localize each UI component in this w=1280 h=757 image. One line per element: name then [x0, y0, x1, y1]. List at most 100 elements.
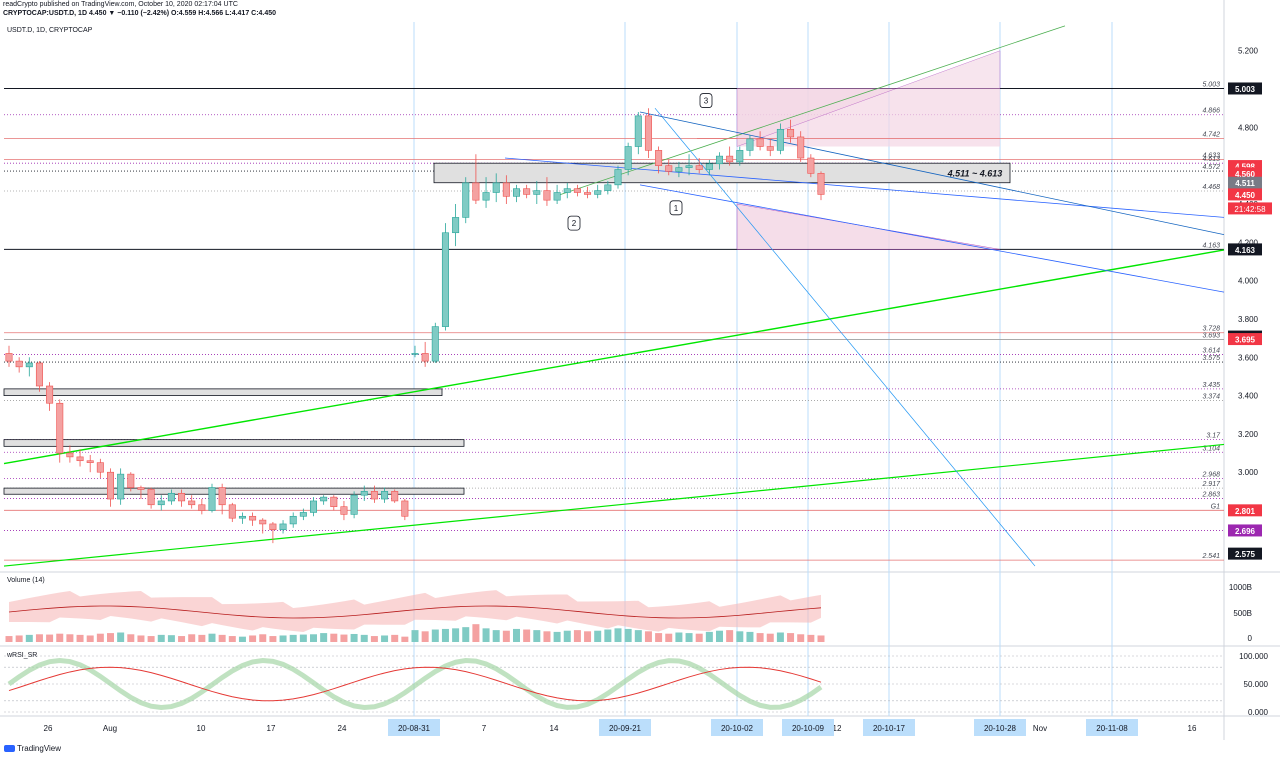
candle-body — [299, 512, 307, 517]
level-label: 4.572 — [1202, 164, 1220, 171]
candle-body — [736, 150, 744, 163]
level-label: 4.866 — [1202, 108, 1220, 115]
price-badge — [1228, 547, 1262, 560]
level-label: 3.104 — [1202, 445, 1220, 452]
y-tick-label: 4.000 — [1238, 277, 1259, 286]
candle-body — [46, 385, 54, 404]
y-tick-label: 3.600 — [1238, 353, 1259, 362]
volume-bar — [228, 636, 236, 642]
volume-bar — [736, 631, 744, 642]
volume-bar — [563, 630, 571, 642]
level-label: 4.468 — [1202, 184, 1220, 191]
volume-tick-label: 1000B — [1229, 583, 1252, 592]
y-tick-label: 4.200 — [1238, 238, 1259, 247]
volume-bar — [46, 634, 54, 642]
trend-line — [639, 184, 1225, 293]
x-tick-label: 17 — [267, 724, 276, 733]
candle-body — [401, 500, 409, 517]
y-tick-label: 3.000 — [1238, 468, 1259, 477]
volume-bar — [594, 630, 602, 642]
x-tick-label: 7 — [482, 724, 487, 733]
date-highlight — [1086, 719, 1138, 736]
volume-bar — [695, 633, 703, 642]
volume-bar — [86, 635, 94, 642]
range-box-label: 4.511 ~ 4.613 — [947, 168, 1003, 178]
volume-bar — [157, 634, 165, 642]
candle-body — [15, 360, 23, 368]
date-highlight — [974, 719, 1026, 736]
trend-line — [554, 25, 1066, 197]
date-highlight-label: 20-10-09 — [792, 724, 825, 733]
candle-body — [817, 173, 825, 195]
candle-body — [766, 146, 774, 151]
candle-body — [695, 165, 703, 170]
candle-body — [350, 494, 358, 515]
volume-bar — [259, 634, 267, 642]
candle-body — [56, 402, 64, 454]
volume-bar — [96, 633, 104, 642]
volume-bar — [472, 624, 480, 642]
candle-body — [5, 353, 13, 362]
date-highlight-label: 20-08-31 — [398, 724, 431, 733]
volume-bar — [523, 629, 531, 642]
price-badge-label: 5.003 — [1235, 85, 1256, 94]
rsi-slow-line — [8, 666, 822, 702]
candle-body — [360, 491, 368, 496]
y-tick-label: 3.200 — [1238, 430, 1259, 439]
level-label: 4.633 — [1202, 152, 1220, 159]
volume-bar — [675, 632, 683, 642]
volume-bar — [807, 634, 815, 642]
level-label: 2.917 — [1201, 481, 1221, 488]
candle-body — [381, 491, 389, 500]
annotation-label: 1 — [674, 204, 679, 213]
date-highlight-label: 20-09-21 — [609, 724, 642, 733]
level-label: 5.003 — [1202, 81, 1220, 88]
main-pane — [4, 22, 1224, 568]
candle-body — [178, 492, 186, 502]
volume-bar — [127, 634, 135, 642]
level-label: 3.614 — [1202, 348, 1220, 355]
candle-body — [238, 515, 246, 519]
volume-bar — [462, 627, 470, 642]
candle-body — [147, 489, 155, 506]
volume-tick-label: 0 — [1248, 634, 1253, 643]
candle-body — [309, 500, 317, 513]
candle-body — [188, 500, 196, 506]
volume-bar — [543, 631, 551, 642]
date-highlight-label: 20-10-28 — [984, 724, 1017, 733]
countdown-label: 21:42:58 — [1234, 205, 1266, 214]
candle-body — [553, 192, 561, 201]
volume-band — [9, 590, 821, 632]
volume-bar — [299, 634, 307, 642]
candle-body — [411, 353, 419, 355]
volume-bar — [665, 633, 673, 642]
price-badge-label: 4.450 — [1235, 191, 1256, 200]
volume-bar — [797, 634, 805, 642]
support-zone-box — [3, 439, 465, 447]
date-highlight — [711, 719, 763, 736]
price-badge — [1228, 504, 1262, 517]
date-highlight-label: 20-11-08 — [1096, 724, 1128, 733]
volume-bar — [350, 633, 358, 642]
x-tick-label: 24 — [338, 724, 347, 733]
price-badge-label: 2.801 — [1235, 507, 1256, 516]
date-highlight-label: 20-10-02 — [721, 724, 754, 733]
candle-body — [340, 506, 348, 515]
candle-body — [472, 182, 480, 201]
rsi-tick-label: 100.000 — [1239, 652, 1268, 661]
candle-body — [573, 188, 581, 193]
volume-bar — [421, 631, 429, 642]
volume-bar — [685, 633, 693, 642]
price-badge-label: 4.163 — [1235, 246, 1256, 255]
trend-line — [639, 111, 1225, 236]
candle-body — [279, 523, 287, 530]
candle-body — [452, 217, 460, 234]
level-label: 4.163 — [1202, 242, 1220, 249]
support-zone-box — [3, 487, 465, 495]
volume-bar — [746, 631, 754, 642]
level-label: 3.728 — [1202, 326, 1220, 333]
candle-body — [167, 492, 175, 502]
candle-body — [685, 165, 693, 168]
volume-bar — [320, 633, 328, 642]
